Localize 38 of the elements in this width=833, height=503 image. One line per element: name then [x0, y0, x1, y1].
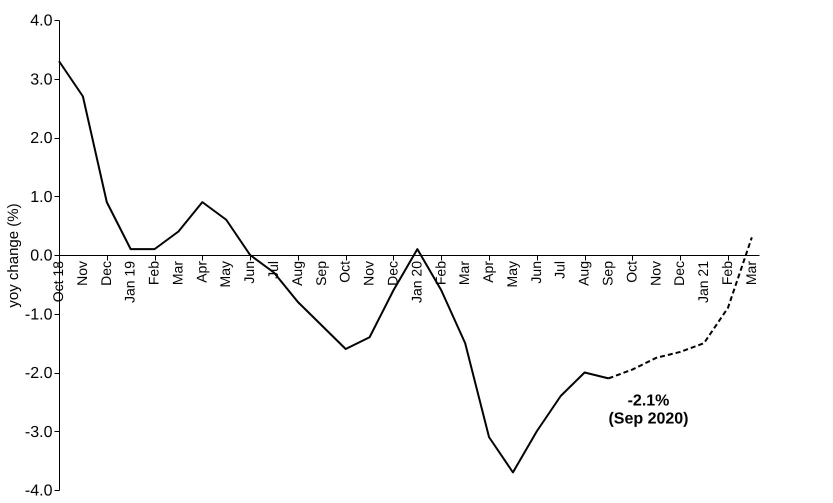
x-tick-label: Jun — [241, 261, 258, 284]
x-tick-label: May — [217, 261, 234, 288]
x-tick-label: Dec — [384, 261, 400, 286]
x-tick-label: Jan 21 — [695, 260, 712, 304]
x-tick-label: Dec — [98, 261, 114, 286]
x-tick-label: Apr — [480, 260, 496, 283]
x-tick-label: May — [504, 261, 520, 288]
x-tick-label: Jan 19 — [122, 260, 138, 304]
x-tick-label: Apr — [193, 260, 210, 283]
y-tick-label: -1.0 — [24, 306, 53, 324]
y-tick-label: 4.0 — [30, 12, 53, 30]
x-tick-label: Mar — [169, 260, 186, 286]
y-tick-label: 3.0 — [30, 71, 53, 88]
x-tick-label: Aug — [576, 261, 592, 286]
x-tick-label: Aug — [288, 261, 305, 286]
y-tick-label: -4.0 — [24, 482, 53, 500]
y-tick-label: 0.0 — [30, 248, 53, 264]
x-tick-label: Dec — [671, 261, 688, 286]
y-axis-title: yoy change (%) — [4, 203, 22, 308]
x-tick-label: Sep — [599, 260, 616, 286]
x-tick-label: Oct — [336, 260, 353, 283]
x-tick-label: Nov — [360, 261, 377, 286]
x-tick-label: Sep — [312, 260, 329, 286]
x-tick-label: Feb — [146, 260, 162, 286]
x-tick-label: Mar — [456, 260, 472, 286]
x-tick-label: Jun — [528, 261, 544, 284]
y-tick-label: 2.0 — [30, 130, 53, 147]
annotation: -2.1% (Sep 2020) — [608, 392, 689, 428]
y-tick-label: -2.0 — [24, 365, 53, 382]
x-tick-label: Mar — [742, 260, 759, 286]
y-tick-label: -3.0 — [24, 424, 53, 441]
y-tick-label: 1.0 — [30, 188, 53, 206]
x-tick-label: Feb — [718, 260, 735, 286]
x-tick-label: Jul — [552, 261, 568, 279]
x-tick-label: Oct — [623, 260, 640, 283]
x-tick-label: Nov — [647, 261, 664, 286]
x-tick-label: Nov — [74, 261, 90, 286]
x-tick-label: Jan 20 — [408, 260, 424, 304]
